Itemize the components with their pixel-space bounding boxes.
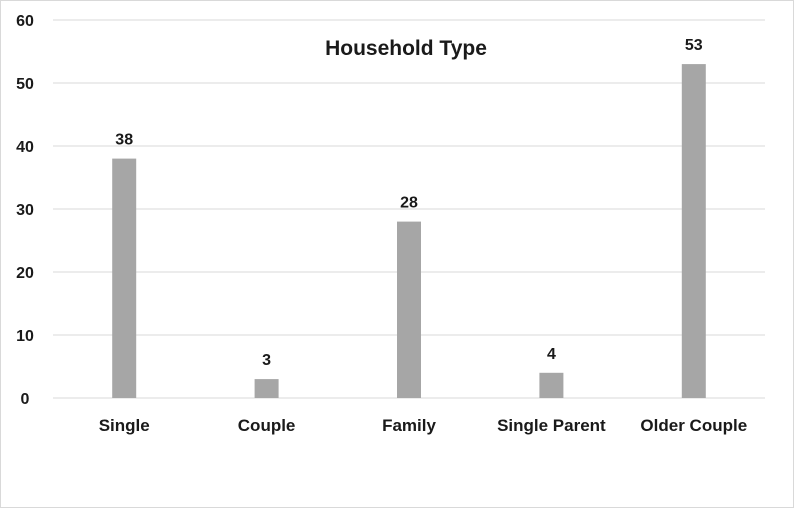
data-label: 53 bbox=[685, 37, 703, 54]
x-category-label: Single bbox=[99, 416, 150, 435]
y-axis-ticks: 0 10 20 30 40 50 60 bbox=[16, 13, 34, 408]
data-labels: 38 3 28 4 53 bbox=[115, 37, 702, 369]
bar-family bbox=[397, 221, 421, 398]
x-axis-categories: Single Couple Family Single Parent Older Cou… bbox=[99, 416, 747, 435]
y-tick-label: 0 bbox=[21, 391, 30, 408]
chart-title: Household Type bbox=[325, 37, 487, 60]
data-label: 3 bbox=[262, 352, 271, 369]
bar-single bbox=[112, 158, 137, 398]
y-tick-label: 20 bbox=[16, 265, 34, 282]
y-tick-label: 10 bbox=[16, 328, 34, 345]
y-tick-label: 30 bbox=[16, 202, 34, 219]
y-tick-label: 60 bbox=[16, 13, 34, 30]
y-tick-label: 40 bbox=[16, 139, 34, 156]
data-label: 4 bbox=[547, 346, 556, 363]
bar-older-couple bbox=[681, 64, 706, 398]
x-category-label: Older Couple bbox=[640, 416, 747, 435]
bar-single-parent bbox=[539, 372, 564, 398]
x-category-label: Family bbox=[382, 416, 436, 435]
data-label: 28 bbox=[400, 195, 418, 212]
bars bbox=[112, 64, 706, 398]
data-label: 38 bbox=[115, 132, 133, 149]
y-tick-label: 50 bbox=[16, 76, 34, 93]
x-category-label: Couple bbox=[238, 416, 296, 435]
x-category-label: Single Parent bbox=[497, 416, 606, 435]
bar-couple bbox=[254, 379, 279, 398]
